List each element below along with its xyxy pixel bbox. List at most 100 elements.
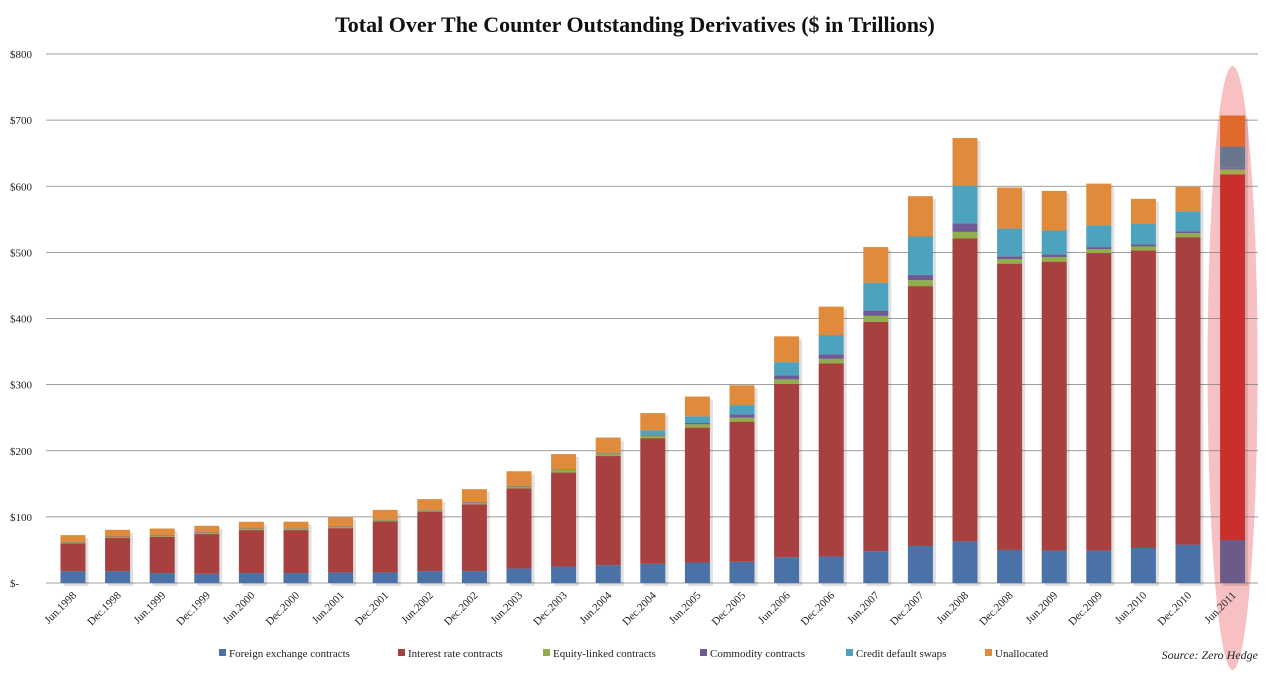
bar-stack — [774, 336, 803, 586]
x-tick-label: Jun.2003 — [488, 589, 525, 626]
bar-segment — [640, 434, 666, 436]
bar-segment — [238, 528, 264, 529]
bar-segment — [372, 521, 398, 573]
bar-segment — [1175, 186, 1201, 212]
y-tick-label: $100 — [10, 512, 33, 524]
legend-item: Commodity contracts — [700, 648, 805, 660]
bar-segment — [818, 556, 844, 583]
x-tick-label: Dec.2002 — [442, 590, 481, 629]
bar-segment — [952, 223, 978, 232]
bar-segment — [1175, 211, 1201, 232]
bar-segment — [1041, 254, 1067, 258]
x-tick-label: Jun.2007 — [845, 589, 882, 626]
x-tick-label: Dec.2007 — [888, 589, 927, 628]
y-tick-label: $400 — [10, 314, 33, 326]
bar-segment — [283, 521, 309, 529]
bar-segment — [1086, 225, 1112, 248]
x-tick-label: Dec.2010 — [1156, 589, 1195, 628]
bar-segment — [684, 416, 710, 423]
bar-segment — [1130, 223, 1156, 245]
bar-segment — [818, 335, 844, 355]
bar-segment — [238, 573, 264, 583]
bar-segment — [684, 396, 710, 417]
bar-stack — [238, 521, 267, 586]
bar-segment — [417, 509, 443, 511]
bar-segment — [238, 521, 264, 529]
bar-segment — [194, 532, 220, 533]
bar-segment — [907, 545, 933, 583]
bar-segment — [461, 571, 487, 583]
bar-stack — [595, 437, 624, 586]
bar-segment — [818, 358, 844, 364]
bar-segment — [729, 385, 755, 406]
bars — [60, 115, 1249, 587]
x-tick-label: Dec.2000 — [264, 589, 303, 628]
bar-segment — [997, 549, 1023, 583]
bar-segment — [417, 571, 443, 583]
bar-stack — [640, 413, 669, 586]
legend-label: Foreign exchange contracts — [229, 648, 350, 660]
bar-segment — [774, 383, 800, 558]
legend-swatch — [543, 649, 550, 656]
bar-segment — [595, 456, 621, 566]
legend-swatch — [985, 649, 992, 656]
bar-segment — [60, 535, 86, 542]
x-tick-label: Dec.2004 — [620, 589, 659, 628]
bar-segment — [194, 534, 220, 574]
bar-stack — [1175, 186, 1204, 586]
bar-segment — [417, 499, 443, 510]
bar-segment — [818, 354, 844, 359]
bar-segment — [774, 375, 800, 380]
bar-segment — [461, 489, 487, 503]
bar-segment — [506, 568, 532, 583]
bar-segment — [907, 280, 933, 287]
bar-segment — [283, 530, 309, 574]
bar-segment — [952, 137, 978, 186]
bar-segment — [595, 565, 621, 583]
bar-segment — [997, 228, 1023, 257]
bar-segment — [952, 541, 978, 583]
bar-stack — [417, 499, 446, 586]
bar-segment — [640, 430, 666, 435]
bar-segment — [1041, 261, 1067, 551]
bar-segment — [863, 315, 889, 322]
bar-segment — [328, 526, 354, 529]
bar-segment — [1220, 540, 1246, 583]
bar-stack — [283, 521, 312, 586]
bar-segment — [506, 488, 532, 569]
legend: Foreign exchange contracts Interest rate … — [219, 648, 1049, 660]
bar-segment — [328, 528, 354, 573]
bar-stack — [997, 187, 1026, 586]
bar-segment — [60, 543, 86, 572]
legend-swatch — [846, 649, 853, 656]
bar-segment — [1041, 190, 1067, 231]
bar-segment — [551, 469, 577, 470]
bar-stack — [863, 247, 892, 586]
bar-segment — [1175, 233, 1201, 238]
bar-segment — [1175, 544, 1201, 583]
bar-segment — [551, 566, 577, 583]
x-tick-label: Dec.2009 — [1066, 589, 1105, 628]
bar-segment — [818, 363, 844, 557]
bar-segment — [194, 573, 220, 583]
bar-segment — [1041, 257, 1067, 262]
y-tick-label: $200 — [10, 446, 33, 458]
bar-segment — [372, 572, 398, 583]
bar-segment — [149, 535, 175, 536]
bar-segment — [328, 517, 354, 527]
bar-segment — [60, 542, 86, 544]
bar-segment — [863, 310, 889, 316]
bar-segment — [372, 519, 398, 521]
bar-segment — [105, 536, 131, 539]
bar-segment — [194, 532, 220, 535]
bar-stack — [60, 535, 89, 586]
x-tick-label: Jun.2009 — [1024, 589, 1061, 626]
x-tick-label: Dec.1998 — [85, 589, 124, 628]
bar-segment — [372, 509, 398, 520]
chart-title: Total Over The Counter Outstanding Deriv… — [335, 12, 935, 37]
bar-segment — [1130, 244, 1156, 247]
bar-segment — [328, 572, 354, 583]
bar-segment — [194, 525, 220, 533]
bar-segment — [774, 362, 800, 376]
bar-segment — [551, 472, 577, 567]
